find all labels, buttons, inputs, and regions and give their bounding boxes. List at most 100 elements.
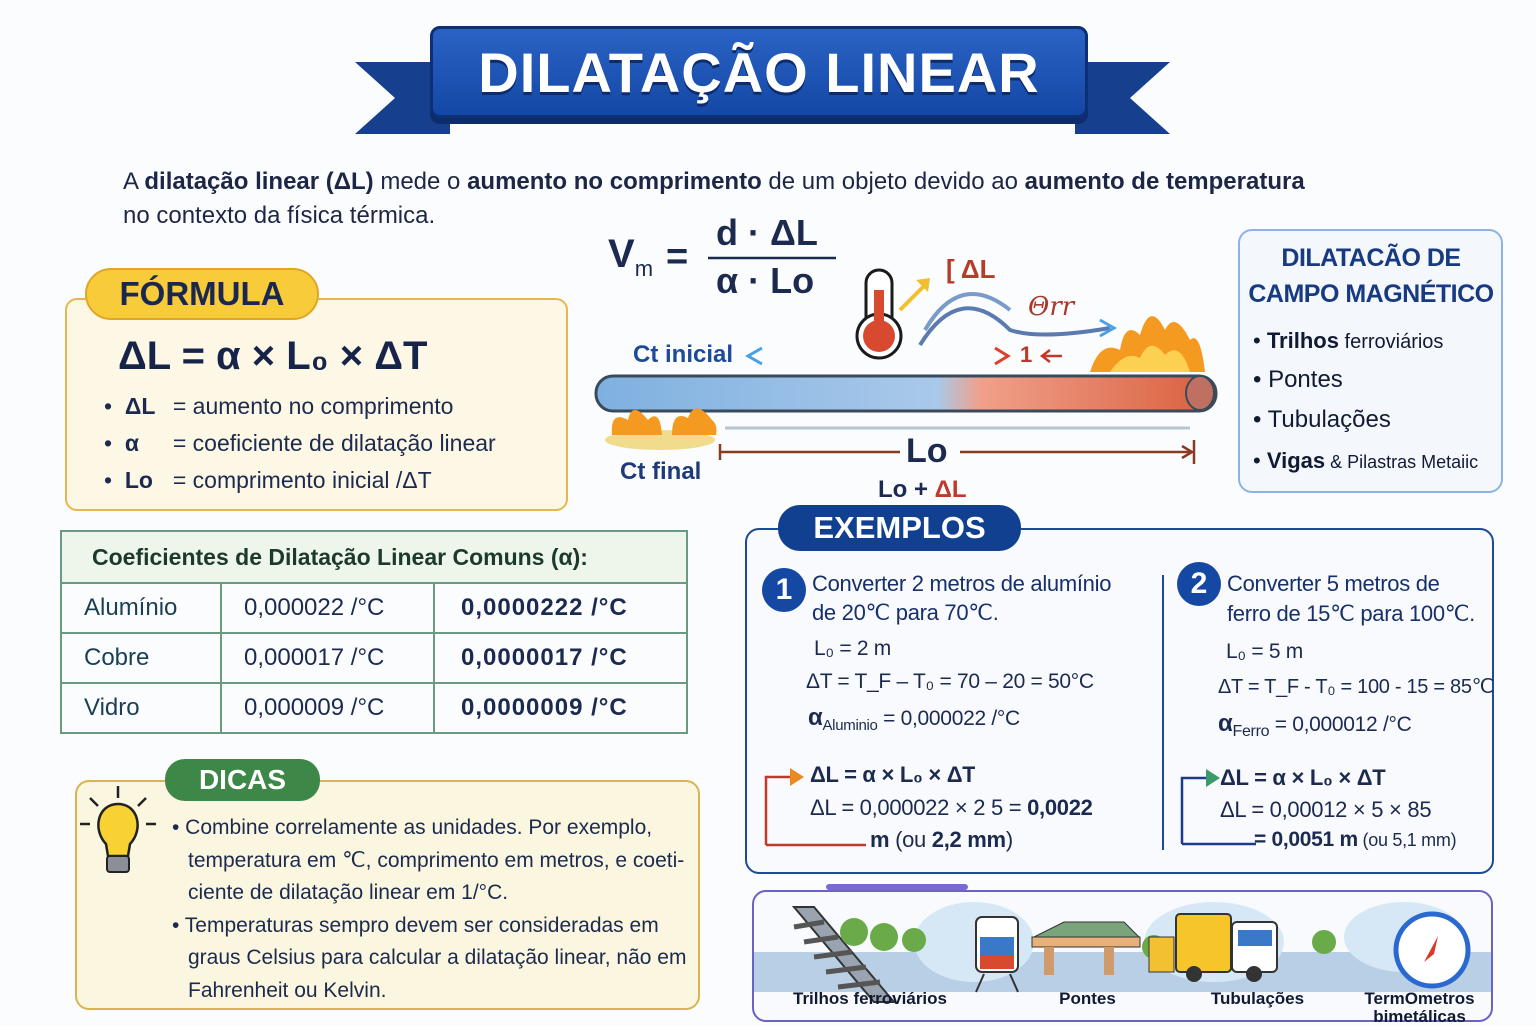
dl-text: ΔL	[934, 476, 967, 503]
coefficient-cell: 0,0000222 /°C	[433, 582, 687, 633]
item-bold: Pontes	[1268, 366, 1343, 393]
item-bold: Tubulações	[1267, 406, 1391, 433]
item-bold: Trilhos	[1266, 328, 1339, 353]
title-line: DILATACÃO DE	[1281, 244, 1461, 272]
definition-item: • α = coeficiente de dilatação linear	[104, 430, 496, 456]
item-bold: Vigas	[1266, 448, 1326, 473]
application-item: • Tubulações	[1253, 406, 1391, 433]
coefficient-cell: 0,0000009 /°C	[433, 682, 687, 733]
formula-box	[65, 298, 568, 511]
heat-wave	[923, 292, 1012, 332]
rod-end	[1185, 375, 1215, 411]
applications-title: DILATACÃO DE CAMPO MAGNÉTICO	[1240, 240, 1502, 312]
example-1-alpha: αAluminio = 0,000022 /°C	[808, 704, 1020, 734]
flame-icon-right	[1090, 316, 1205, 372]
orr-label: Θrr	[1028, 292, 1075, 322]
applications-box	[1238, 229, 1503, 493]
result-text: )	[1005, 827, 1013, 852]
lo-label: Lo	[906, 432, 948, 470]
one-label: 1	[1020, 342, 1033, 367]
intro-part: no contexto da física térmica.	[123, 202, 436, 229]
arrow-head-right	[994, 346, 1011, 366]
applications-strip	[752, 890, 1493, 1022]
table-row: Vidro 0,000009 /°C 0,0000009 /°C	[61, 682, 687, 733]
strip-label-thermometers: TermOmetros bimetálicas	[1364, 989, 1475, 1026]
example-1-formula: ΔL = α × L₀ × ΔT	[810, 762, 976, 787]
tips-box	[75, 780, 700, 1010]
rising-arrow-head	[916, 278, 930, 292]
flame-icon-left	[605, 408, 717, 450]
coefficient-cell: 0,0000017 /°C	[433, 632, 687, 683]
tip-item: • Combine correlamente as unidades. Por …	[172, 816, 685, 904]
table-header: Coeficientes de Dilatação Linear Comuns …	[61, 531, 687, 584]
intro-part: mede o	[373, 168, 468, 195]
calc-result: 0,0022	[1027, 795, 1093, 820]
rising-arrow	[898, 280, 930, 312]
application-item: • Vigas & Pilastras Metaiic	[1253, 448, 1479, 473]
alpha-subscript: Ferro	[1232, 723, 1270, 741]
examples-box	[745, 528, 1494, 874]
wave-arrow-head	[1099, 318, 1118, 338]
example-2-calc: ΔL = 0,00012 × 5 × 85	[1220, 797, 1432, 822]
definition-symbol: ΔL	[124, 393, 156, 419]
intro-part: A	[123, 168, 145, 195]
example-2-title: Converter 5 metros de	[1227, 571, 1440, 596]
example-2: Converter 5 metros de ferro de 15℃ para …	[1227, 571, 1475, 627]
example-1-title: Converter 2 metros de alumínio	[812, 571, 1112, 596]
tips-tab: DICAS	[165, 759, 320, 801]
example-1-calc: ΔL = 0,000022 × 2 5 = 0,0022	[810, 795, 1093, 821]
example-2-title: ferro de 15℃ para 100℃.	[1227, 601, 1475, 626]
vm-subscript: m	[634, 256, 654, 281]
material-cell: Cobre	[61, 632, 221, 683]
item-rest: ferroviários	[1338, 331, 1444, 353]
calc-text: ΔL = 0,000022 × 2 5 =	[810, 795, 1028, 820]
alpha-symbol: α	[1218, 710, 1233, 737]
definition-symbol: α	[124, 430, 139, 456]
example-2-result: = 0,0051 m (ou 5,1 mm)	[1254, 828, 1457, 852]
item-rest: & Pilastras Metaiic	[1325, 452, 1479, 472]
example-1-dt: ΔT = T_F – T₀ = 70 – 20 = 50°C	[806, 670, 1094, 693]
example-1-badge: 1	[762, 568, 806, 612]
alpha-subscript: Aluminio	[822, 717, 878, 735]
lo-plus-dl-label: Lo + ΔL	[878, 476, 967, 504]
intro-part: de um objeto devido ao	[761, 168, 1025, 195]
intro-bold: aumento de temperatura	[1024, 168, 1305, 195]
example-2-result-arrow	[1180, 769, 1256, 846]
small-arrow	[1039, 349, 1062, 363]
applications-illustration	[754, 902, 1491, 1003]
arrow-head-left	[744, 346, 763, 366]
delta-l-label: [ ΔL	[946, 254, 996, 284]
rail-tracks-icon	[791, 906, 897, 1003]
example-1-lo: L₀ = 2 m	[814, 637, 891, 660]
length-arrow-head	[1181, 444, 1195, 460]
equals-sign: =	[666, 236, 689, 278]
example-2-formula: ΔL = α × L₀ × ΔT	[1220, 765, 1386, 790]
lightbulb-icon	[80, 786, 156, 873]
table-row: Alumínio 0,000022 /°C 0,0000222 /°C	[61, 582, 687, 633]
formula-tab: FÓRMULA	[85, 268, 319, 320]
definition-text: = comprimento inicial /ΔT	[172, 467, 432, 493]
main-formula: ΔL = α × L₀ × ΔT	[118, 334, 428, 378]
tip-item: • Temperaturas sempro devem ser consider…	[172, 913, 687, 1002]
gauge-icon	[1393, 911, 1471, 989]
example-1-title: de 20℃ para 70℃.	[812, 600, 999, 625]
title-banner: DILATAÇÃO LINEAR	[430, 26, 1088, 118]
strip-label-pipes: Tubulações	[1210, 989, 1305, 1008]
example-2-alpha: αFerro = 0,000012 /°C	[1218, 710, 1412, 741]
truck-icon	[1148, 913, 1278, 982]
definition-symbol: Lo	[124, 467, 153, 493]
tips-list: • Combine correlamente as unidades. Por …	[172, 812, 697, 1007]
example-2-badge: 2	[1177, 562, 1221, 606]
intro-bold: dilatação linear (ΔL)	[144, 168, 374, 195]
coefficient-cell: 0,000017 /°C	[220, 632, 434, 683]
example-1-result-arrow	[764, 768, 866, 847]
examples-divider	[1162, 575, 1164, 850]
result-value: = 0,0051 m	[1254, 828, 1358, 851]
material-cell: Vidro	[61, 682, 221, 733]
example-2-dt: ΔT = T_F - T₀ = 100 - 15 = 85℃	[1218, 676, 1494, 698]
example-1-result: m (ou 2,2 mm)	[870, 827, 1013, 853]
examples-tab: EXEMPLOS	[778, 505, 1021, 551]
alpha-value: = 0,000012 /°C	[1274, 713, 1412, 736]
metal-rod	[594, 374, 1218, 413]
example-1: Converter 2 metros de alumínio de 20℃ pa…	[812, 571, 1111, 626]
